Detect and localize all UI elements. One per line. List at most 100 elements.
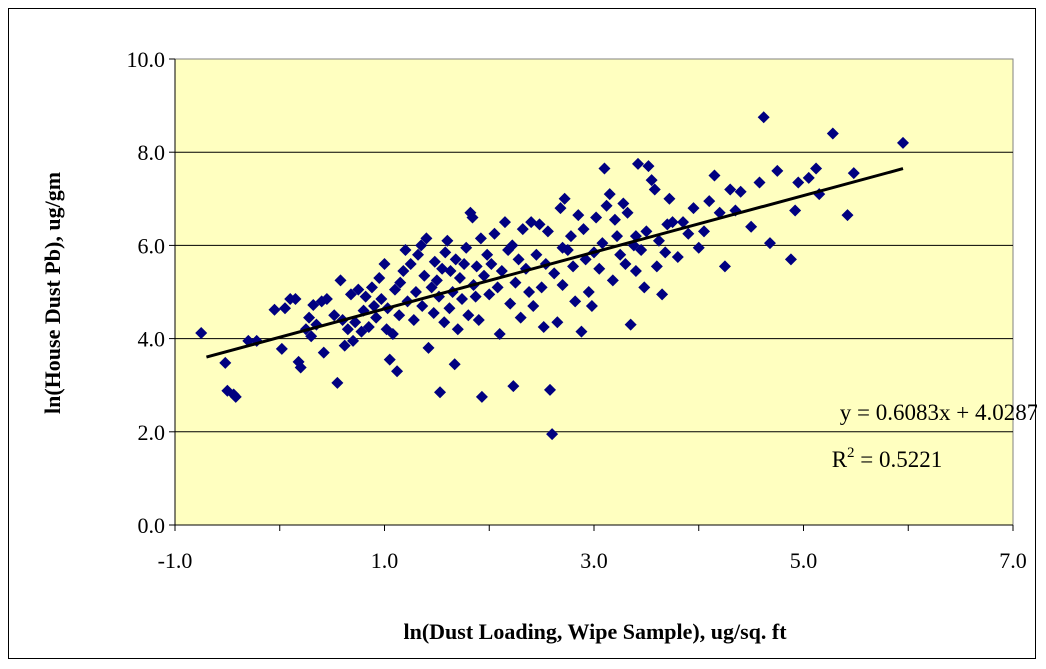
y-tick-label: 2.0 [138,420,166,445]
data-point [567,260,580,273]
data-point [347,334,360,347]
data-point [802,171,815,184]
x-tick-label: 7.0 [999,548,1027,573]
x-tick-label: 5.0 [790,548,818,573]
data-point [847,167,860,180]
data-point [533,218,546,231]
data-point [558,192,571,205]
data-point [585,299,598,312]
data-point [289,292,302,305]
data-point [436,262,449,275]
trendline-r-squared: R2 = 0.5221 [832,445,943,472]
data-point [491,281,504,294]
data-point [383,353,396,366]
data-point [514,311,527,324]
y-axis-title: ln(House Dust Pb), ug/gm [40,172,65,414]
data-point [671,251,684,264]
data-point [328,309,341,322]
data-point [362,320,375,333]
data-point [399,244,412,257]
data-point [600,199,613,212]
data-point [338,339,351,352]
data-point [481,248,494,261]
data-point [635,244,648,257]
data-point [195,327,208,340]
data-point [334,274,347,287]
data-point [493,327,506,340]
data-point [409,286,422,298]
data-point [703,195,716,208]
data-point [603,188,616,201]
data-point [386,327,399,340]
data-point [434,386,447,399]
data-point [375,292,388,305]
data-point [470,260,483,273]
data-point [810,162,823,175]
data-point [619,258,632,271]
data-point [569,295,582,308]
x-axis-title: ln(Dust Loading, Wipe Sample), ug/sq. ft [403,619,787,644]
data-point [608,213,621,226]
data-point [598,162,611,175]
r2-superscript: 2 [847,445,855,461]
data-point [523,286,536,298]
data-point [572,209,585,222]
data-point [659,246,672,259]
data-point [757,111,770,124]
data-point [378,258,391,271]
data-point [617,197,630,210]
data-point [420,232,433,245]
data-point [687,202,700,215]
data-point [789,204,802,217]
data-point [551,316,564,329]
data-point [611,230,624,243]
data-point [590,211,603,224]
data-point [537,320,550,333]
data-point [407,313,420,326]
data-point [368,299,381,312]
y-axis-ticks: 0.0 2.0 4.0 6.0 8.0 10.0 [127,47,176,538]
data-point [425,281,438,294]
data-point [416,299,429,312]
data-point [365,281,378,294]
x-tick-label: -1.0 [158,548,193,573]
data-point [792,176,805,189]
data-point [640,225,653,238]
data-point [544,383,557,396]
data-point [456,292,469,305]
data-point [474,232,487,245]
data-point [556,241,569,254]
data-point [451,323,464,336]
data-point [422,341,435,354]
data-point [663,192,676,205]
data-point [504,297,517,310]
data-point [697,225,710,238]
data-point [448,358,461,371]
data-point [483,288,496,301]
data-point [397,265,410,278]
data-point [453,272,466,285]
data-point [412,248,425,261]
trendline [206,167,904,359]
data-point [393,309,406,322]
data-point [506,239,519,252]
data-point [606,274,619,287]
data-point [458,258,471,271]
data-point [621,206,634,219]
data-point [614,248,627,261]
data-point [320,292,333,305]
r2-prefix: R [832,447,848,472]
y-tick-label: 0.0 [138,513,166,538]
data-point [541,225,554,238]
scatter-chart: 0.0 2.0 4.0 6.0 8.0 10.0 -1.0 1.0 3.0 5.0 7.0 y =… [40,47,1037,644]
data-point [642,160,655,173]
data-point [373,272,386,285]
data-point [692,241,705,254]
data-point [388,283,401,296]
data-point [826,127,839,140]
data-point [349,316,362,329]
data-point [359,290,372,303]
y-tick-label: 10.0 [127,47,166,72]
data-point [631,157,644,170]
data-point [771,164,784,177]
